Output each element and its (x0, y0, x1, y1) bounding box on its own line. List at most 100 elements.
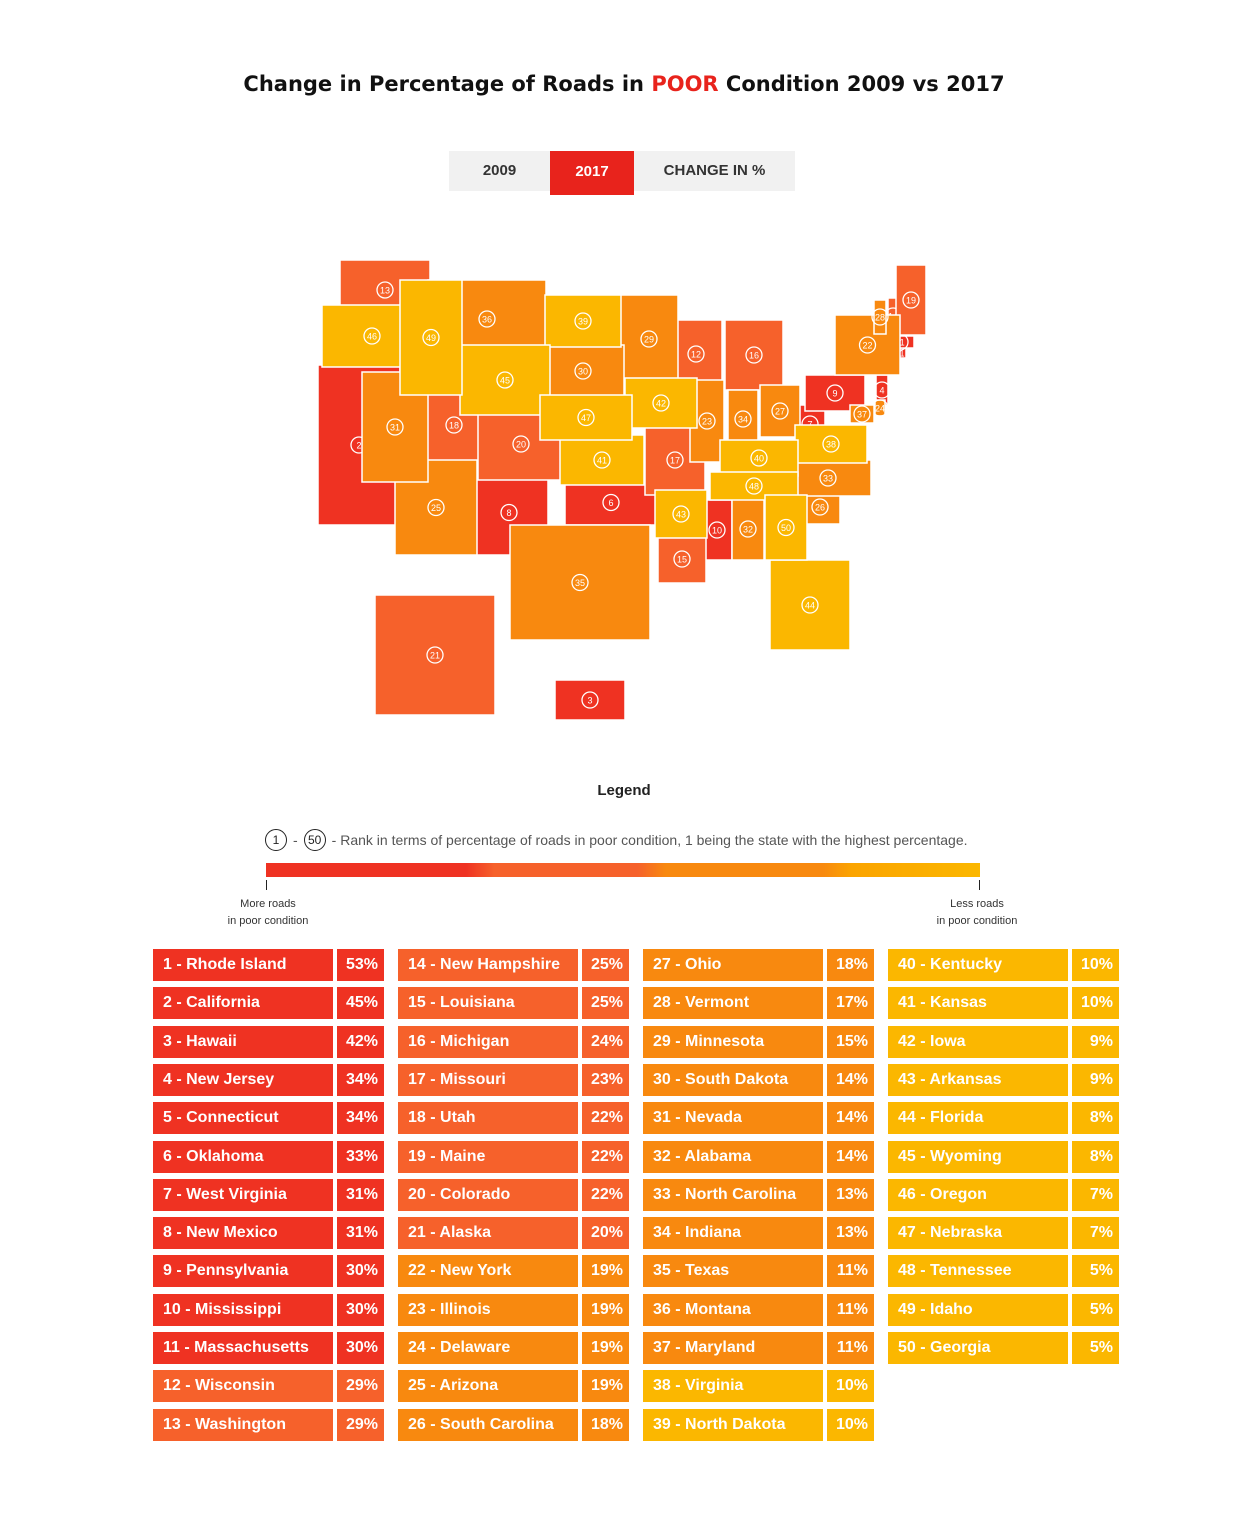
tab-2017[interactable]: 2017 (550, 151, 634, 195)
state-rank-number: 2 (356, 441, 361, 451)
state-rank-label: 28 - Vermont (643, 987, 823, 1020)
table-row: 1 - Rhode Island 53% (153, 949, 384, 981)
state-percent-value: 25% (582, 949, 629, 981)
state-percent-value: 25% (582, 987, 629, 1020)
state-rank-badge (512, 435, 530, 453)
state-shape[interactable] (564, 479, 658, 526)
state-percent-value: 19% (582, 1332, 629, 1364)
table-row: 20 - Colorado 22% (398, 1178, 629, 1211)
state-rank-badge (871, 308, 889, 326)
table-row: 45 - Wyoming 8% (888, 1140, 1119, 1173)
legend-label-more: More roads in poor condition (213, 896, 323, 930)
state-rank-label: 29 - Minnesota (643, 1025, 823, 1058)
state-shape[interactable] (619, 294, 679, 384)
state-shape[interactable] (544, 294, 622, 348)
state-rank-badge (363, 327, 381, 345)
state-rank-number: 30 (578, 367, 588, 377)
state-rank-badge (500, 503, 518, 522)
state-shape[interactable] (654, 489, 708, 539)
state-shape[interactable] (794, 424, 868, 464)
state-rank-number: 26 (815, 503, 825, 513)
state-rank-label: 17 - Missouri (398, 1063, 578, 1096)
table-row: 48 - Tennessee 5% (888, 1255, 1119, 1288)
state-percent-value: 30% (337, 1332, 384, 1364)
state-rank-number: 45 (500, 376, 510, 386)
table-row: 34 - Indiana 13% (643, 1217, 874, 1250)
table-row: 31 - Nevada 14% (643, 1102, 874, 1135)
table-row: 5 - Connecticut 34% (153, 1102, 384, 1135)
legend-label-less: Less roads in poor condition (922, 896, 1032, 930)
state-rank-label: 27 - Ohio (643, 949, 823, 981)
table-row: 29 - Minnesota 15% (643, 1025, 874, 1058)
state-shape[interactable] (724, 319, 784, 391)
state-percent-value: 19% (582, 1293, 629, 1326)
tab-change[interactable]: CHANGE IN % (634, 151, 795, 191)
state-rank-number: 15 (677, 555, 687, 565)
state-shape[interactable] (554, 679, 626, 721)
state-rank-number: 39 (578, 317, 588, 327)
tab-2009[interactable]: 2009 (449, 151, 550, 191)
state-shape[interactable] (399, 279, 463, 396)
state-rank-label: 38 - Virginia (643, 1370, 823, 1403)
table-row: 7 - West Virginia 31% (153, 1178, 384, 1211)
state-shape[interactable] (834, 314, 901, 376)
state-rank-badge (445, 416, 463, 434)
state-rank-label: 8 - New Mexico (153, 1217, 333, 1250)
state-rank-badge (666, 451, 684, 469)
state-percent-value: 5% (1072, 1332, 1119, 1364)
state-percent-value: 11% (827, 1293, 874, 1326)
state-shape[interactable] (509, 524, 651, 641)
state-shape[interactable] (895, 264, 927, 336)
state-rank-label: 34 - Indiana (643, 1217, 823, 1250)
state-rank-number: 43 (676, 510, 686, 520)
state-shape[interactable] (731, 497, 765, 561)
state-percent-value: 10% (1072, 949, 1119, 981)
state-rank-label: 22 - New York (398, 1255, 578, 1288)
state-shape[interactable] (657, 534, 707, 584)
state-rank-number: 46 (367, 332, 377, 342)
state-shape[interactable] (727, 389, 759, 449)
state-shape[interactable] (759, 384, 801, 438)
state-rank-badge (858, 336, 877, 354)
table-row: 27 - Ohio 18% (643, 949, 874, 981)
state-rank-number: 35 (575, 578, 585, 588)
state-rank-badge (426, 646, 444, 664)
state-shape[interactable] (459, 344, 551, 416)
state-rank-number: 32 (743, 525, 753, 535)
state-percent-value: 22% (582, 1178, 629, 1211)
legend-less-line2: in poor condition (936, 915, 1018, 927)
state-rank-number: 22 (862, 341, 872, 351)
table-row: 13 - Washington 29% (153, 1408, 384, 1441)
state-percent-value: 19% (582, 1370, 629, 1403)
state-rank-label: 25 - Arizona (398, 1370, 578, 1403)
state-percent-value: 34% (337, 1102, 384, 1135)
table-row: 43 - Arkansas 9% (888, 1063, 1119, 1096)
table-row: 35 - Texas 11% (643, 1255, 874, 1288)
state-percent-value: 10% (1072, 987, 1119, 1020)
state-percent-value: 30% (337, 1255, 384, 1288)
state-rank-label: 10 - Mississippi (153, 1293, 333, 1326)
state-rank-number: 24 (875, 404, 885, 414)
table-row: 23 - Illinois 19% (398, 1293, 629, 1326)
state-shape[interactable] (624, 377, 698, 429)
state-percent-value: 13% (827, 1178, 874, 1211)
state-shape[interactable] (764, 494, 808, 561)
state-shape[interactable] (873, 299, 887, 335)
state-rank-label: 11 - Massachusetts (153, 1332, 333, 1364)
state-rank-label: 32 - Alabama (643, 1140, 823, 1173)
state-shape[interactable] (539, 394, 633, 441)
table-row: 6 - Oklahoma 33% (153, 1140, 384, 1173)
table-row: 37 - Maryland 11% (643, 1332, 874, 1364)
state-rank-badge (672, 505, 690, 523)
state-shape[interactable] (374, 594, 496, 716)
state-shape[interactable] (719, 439, 799, 477)
state-percent-value: 13% (827, 1217, 874, 1250)
state-shape[interactable] (769, 559, 851, 651)
state-rank-label: 39 - North Dakota (643, 1408, 823, 1441)
state-rank-number: 33 (823, 474, 833, 484)
year-tabs: 2009 2017 CHANGE IN % (449, 151, 795, 195)
state-shape[interactable] (559, 434, 645, 486)
state-rank-label: 1 - Rhode Island (153, 949, 333, 981)
state-rank-badge (577, 408, 595, 427)
state-rank-label: 45 - Wyoming (888, 1140, 1068, 1173)
